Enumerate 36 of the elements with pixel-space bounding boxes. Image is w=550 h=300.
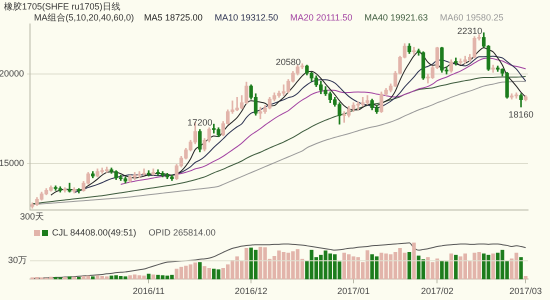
bar [374,256,379,280]
x-tick-label: 2017/01 [337,286,370,296]
bar [72,276,76,280]
legend-title: MA组合(5,10,20,40,60,0) [34,12,134,22]
bar [449,253,454,280]
chart-title: 橡胶1705(SHFE ru1705)日线 [4,1,121,12]
x-tick-label: 2017/02 [420,286,454,296]
annotation: 22310 [457,26,482,36]
x-tick-label: 2016/11 [132,286,165,296]
x-tick-label: 2016/12 [234,286,268,296]
text: MA20 20111.50 [290,12,352,22]
bar [179,266,184,280]
y-tick-label: 15000 [0,158,24,168]
bar [412,242,416,280]
series-label: OPID 265814.00 [148,227,216,238]
annotation: 20580 [276,57,301,68]
bar [491,253,495,280]
annotation: 18160 [508,109,534,120]
ref-line-label: 30万 [8,255,27,266]
text: MA60 19580.25 [440,12,504,22]
legend-label: CJL 84408.00(49:51) [52,227,136,238]
bar [435,258,440,280]
text: 300天 [20,211,44,222]
bar [68,276,72,280]
text: MA5 18725.00 [144,12,203,22]
x-tick-label: 2017/03 [509,286,542,296]
text: MA10 19312.50 [214,12,278,22]
bar [198,262,202,280]
annotation: 17200 [187,118,212,128]
bar [454,254,458,280]
candlestick [412,46,416,55]
bar [496,252,500,280]
text: MA40 19921.63 [364,12,428,22]
bar [519,257,523,280]
bar [152,274,156,280]
bar [407,252,412,280]
